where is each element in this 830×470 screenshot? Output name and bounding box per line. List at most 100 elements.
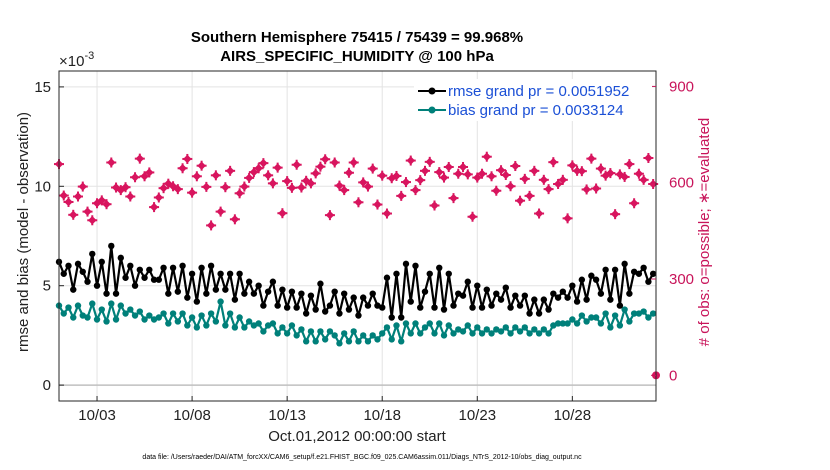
- rmse-point: [336, 310, 343, 317]
- legend-rmse-label: rmse grand pr = 0.0051952: [448, 83, 629, 100]
- rmse-point: [407, 298, 414, 305]
- legend-bias-marker: [428, 106, 436, 114]
- y-tick-label: 0: [43, 377, 51, 394]
- bias-point: [478, 330, 486, 337]
- bias-point: [207, 310, 215, 317]
- bias-point: [445, 322, 452, 329]
- rmse-point: [212, 286, 220, 293]
- rmse-point: [554, 294, 562, 301]
- rmse-point: [236, 270, 243, 277]
- rmse-point: [298, 290, 305, 297]
- rmse-point: [474, 282, 481, 289]
- bias-point: [426, 320, 433, 327]
- legend-rmse-marker: [428, 87, 436, 95]
- obs-evaluated-point: [158, 183, 169, 194]
- rmse-point: [573, 298, 581, 305]
- bias-point: [649, 310, 657, 317]
- rmse-point: [226, 270, 234, 277]
- rmse-point: [540, 296, 548, 303]
- rmse-point: [564, 294, 571, 301]
- bias-point: [340, 330, 348, 337]
- bias-point: [616, 322, 624, 329]
- bias-point: [573, 320, 581, 327]
- obs-evaluated-point: [130, 172, 141, 183]
- obs-evaluated-point: [187, 187, 198, 198]
- obs-evaluated-point: [73, 191, 84, 202]
- bias-point: [274, 330, 281, 337]
- obs-evaluated-point: [134, 153, 145, 164]
- rmse-point: [169, 264, 177, 272]
- bias-point: [84, 314, 91, 321]
- rmse-point: [393, 270, 400, 277]
- rmse-point: [611, 266, 619, 273]
- rmse-point: [640, 264, 647, 272]
- rmse-point: [312, 306, 319, 313]
- bias-point: [103, 318, 110, 325]
- bias-point: [374, 336, 381, 343]
- obs-evaluated-point: [82, 206, 93, 217]
- bias-point: [388, 336, 395, 343]
- bias-point: [127, 306, 134, 313]
- obs-evaluated-point: [310, 168, 321, 179]
- bias-point: [317, 328, 324, 335]
- obs-evaluated-point: [410, 185, 421, 196]
- rmse-point: [84, 278, 91, 285]
- bias-point: [70, 314, 77, 321]
- obs-evaluated-point: [405, 155, 416, 166]
- rmse-point: [317, 280, 324, 287]
- bias-point: [412, 320, 419, 327]
- rmse-point: [426, 270, 433, 277]
- chart-title-line1: Southern Hemisphere 75415 / 75439 = 99.9…: [191, 29, 523, 46]
- bias-point: [112, 316, 120, 323]
- obs-evaluated-point: [419, 165, 430, 176]
- rmse-point: [131, 282, 139, 289]
- bias-point: [146, 312, 153, 319]
- obs-evaluated-point: [415, 175, 426, 186]
- obs-evaluated-point: [282, 176, 293, 187]
- obs-evaluated-point: [177, 163, 188, 174]
- bias-point: [136, 308, 144, 315]
- bias-point: [535, 330, 543, 337]
- bias-point: [483, 326, 490, 333]
- obs-evaluated-point: [172, 184, 183, 195]
- obs-evaluated-point: [381, 208, 392, 219]
- bias-point: [155, 314, 163, 321]
- bias-point: [326, 328, 334, 335]
- rmse-point: [464, 278, 471, 285]
- bias-point: [488, 330, 495, 337]
- axis-exponent-base: ×10: [59, 53, 84, 70]
- bias-point: [355, 338, 362, 345]
- rmse-point: [493, 290, 500, 297]
- bias-point: [626, 318, 633, 325]
- bias-point: [569, 316, 576, 323]
- obs-evaluated-point: [201, 181, 212, 192]
- rmse-point: [255, 282, 262, 289]
- rmse-point: [621, 260, 628, 268]
- rmse-point: [364, 302, 372, 309]
- rmse-point: [207, 262, 215, 270]
- rmse-point: [531, 296, 538, 303]
- obs-evaluated-point: [239, 181, 250, 192]
- obs-evaluated-point: [462, 169, 473, 180]
- rmse-point: [417, 304, 424, 311]
- bias-point: [174, 318, 182, 325]
- bias-point: [222, 322, 229, 329]
- bias-point: [440, 332, 448, 339]
- obs-evaluated-point: [153, 192, 164, 203]
- rmse-point: [203, 290, 210, 297]
- left-axis: 0 5 10 15: [34, 79, 64, 394]
- rmse-point: [340, 290, 348, 297]
- bias-point: [203, 322, 210, 329]
- obs-evaluated-point: [424, 156, 435, 167]
- bias-point: [564, 320, 571, 327]
- rmse-point: [217, 270, 224, 277]
- rmse-point: [360, 294, 367, 301]
- bias-point: [236, 314, 243, 321]
- x-tick-label: 10/08: [173, 407, 211, 424]
- obs-evaluated-point: [253, 163, 264, 174]
- rmse-point: [497, 296, 505, 303]
- obs-evaluated-point: [101, 199, 112, 210]
- rmse-point: [127, 262, 134, 270]
- rmse-point: [383, 274, 391, 281]
- bias-point: [184, 322, 191, 329]
